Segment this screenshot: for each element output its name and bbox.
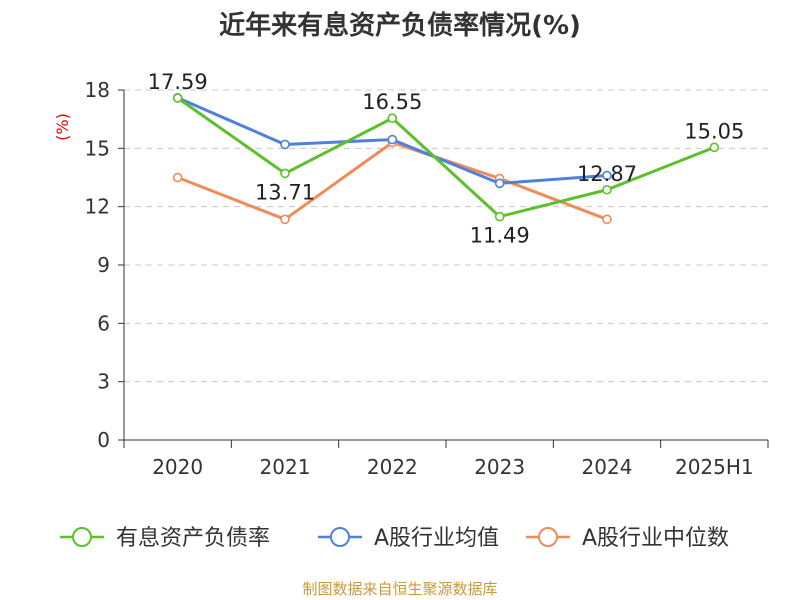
series-point (387, 134, 398, 145)
series-point (494, 178, 505, 189)
y-tick-label: 3 (97, 370, 110, 394)
x-tick-label: 2020 (152, 455, 203, 479)
y-axis-unit-label: (%) (53, 113, 72, 141)
series-point (602, 184, 612, 195)
series-point (172, 93, 183, 103)
chart-title: 近年来有息资产负债率情况(%) (219, 10, 581, 41)
data-label: 17.59 (148, 70, 208, 94)
series-line (176, 96, 715, 219)
y-tick-label: 12 (85, 195, 110, 219)
series-point (280, 168, 290, 179)
x-tick-label: 2021 (260, 455, 311, 479)
y-tick-label: 0 (97, 428, 110, 452)
source-note: 制图数据来自恒生聚源数据库 (302, 580, 497, 598)
series-point (602, 170, 612, 181)
series-point (602, 214, 612, 225)
series-point (494, 211, 505, 222)
series-lines (172, 92, 720, 225)
legend-label: A股行业均值 (374, 526, 499, 551)
data-labels: 17.59 13.71 16.55 11.49 12.87 15.05 (148, 70, 745, 248)
legend: 有息资产负债率 A股行业均值 A股行业中位数 (60, 526, 729, 551)
series-point (709, 142, 720, 153)
series-point (280, 214, 290, 225)
y-tick-label: 15 (85, 136, 110, 160)
x-tick-label: 2024 (582, 455, 633, 479)
y-tick-label: 6 (97, 311, 110, 335)
data-label: 11.49 (470, 224, 530, 248)
data-label: 13.71 (255, 180, 315, 204)
series-point (280, 139, 290, 150)
data-label: 15.05 (684, 119, 744, 143)
grid-lines (124, 89, 768, 383)
legend-marker (330, 527, 350, 547)
y-tick-label: 18 (85, 78, 110, 102)
legend-label: A股行业中位数 (582, 526, 729, 551)
legend-label: 有息资产负债率 (116, 526, 270, 551)
x-tick-label: 2025H1 (675, 455, 754, 479)
y-tick-label: 9 (97, 253, 110, 277)
legend-marker (538, 527, 558, 547)
data-label: 16.55 (362, 90, 422, 114)
legend-marker (72, 527, 92, 547)
data-label: 12.87 (577, 162, 637, 186)
x-tick-label: 2022 (367, 455, 418, 479)
series-point (172, 172, 183, 183)
axes: 0 3 6 9 12 15 18 2020 2021 2022 2023 2024 2025H1 (85, 78, 769, 479)
x-tick-label: 2023 (474, 455, 525, 479)
series-point (387, 113, 398, 123)
